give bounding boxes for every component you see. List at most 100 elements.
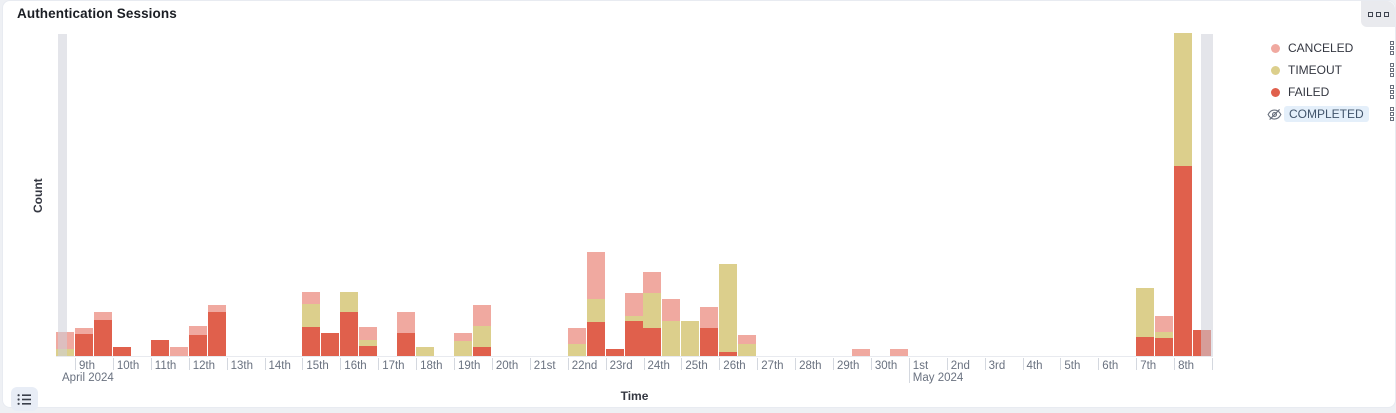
bar-segment-timeout[interactable] xyxy=(1155,332,1174,338)
bar-segment-canceled[interactable] xyxy=(359,327,378,340)
legend-actions-icon[interactable] xyxy=(1390,85,1394,99)
bar-segment-timeout[interactable] xyxy=(567,344,586,356)
axis-tick xyxy=(795,358,797,370)
x-axis-title: Time xyxy=(620,389,649,403)
bar-segment-failed[interactable] xyxy=(359,346,378,356)
bar-segment-failed[interactable] xyxy=(1155,338,1174,356)
bar-segment-timeout[interactable] xyxy=(643,293,662,328)
axis-tick xyxy=(302,358,304,370)
axis-tick-label: 5th xyxy=(1064,360,1081,372)
bar-segment-canceled[interactable] xyxy=(738,335,757,344)
bar-segment-failed[interactable] xyxy=(472,347,491,356)
bar-segment-timeout[interactable] xyxy=(416,347,435,356)
bar-segment-timeout[interactable] xyxy=(302,304,321,327)
bar-segment-failed[interactable] xyxy=(302,327,321,356)
legend-item-completed[interactable]: COMPLETED xyxy=(1267,103,1394,125)
bar-segment-timeout[interactable] xyxy=(1174,33,1193,166)
bar-segment-timeout[interactable] xyxy=(340,292,359,312)
bar-segment-timeout[interactable] xyxy=(738,344,757,356)
bar-segment-canceled[interactable] xyxy=(662,299,681,321)
axis-tick-label: 4th xyxy=(1026,360,1043,372)
legend-item-label[interactable]: FAILED xyxy=(1288,85,1330,99)
axis-tick-label: 6th xyxy=(1102,360,1119,372)
bar-segment-timeout[interactable] xyxy=(453,341,472,356)
bar-segment-canceled[interactable] xyxy=(188,326,207,335)
axis-tick xyxy=(529,358,531,370)
bar-segment-failed[interactable] xyxy=(1136,337,1155,356)
axis-tick-label: 22nd xyxy=(571,360,598,372)
bar-segment-canceled[interactable] xyxy=(851,349,870,356)
bar-segment-timeout[interactable] xyxy=(1136,288,1155,337)
bar-segment-canceled[interactable] xyxy=(207,305,226,312)
axis-tick xyxy=(340,358,342,370)
legend-actions-icon[interactable] xyxy=(1390,63,1394,77)
bar-segment-failed[interactable] xyxy=(321,333,340,356)
axis-tick-label: 9th xyxy=(79,360,95,372)
bar-segment-failed[interactable] xyxy=(207,312,226,356)
bar-segment-timeout[interactable] xyxy=(719,264,738,352)
bar-segment-failed[interactable] xyxy=(340,312,359,356)
axis-tick xyxy=(378,358,380,370)
bar-segment-failed[interactable] xyxy=(150,340,169,356)
axis-tick xyxy=(416,358,418,370)
bar-segment-timeout[interactable] xyxy=(681,321,700,356)
bar-segment-timeout[interactable] xyxy=(472,326,491,347)
legend-item-label[interactable]: TIMEOUT xyxy=(1288,63,1342,77)
bar-segment-failed[interactable] xyxy=(397,333,416,356)
bar-segment-canceled[interactable] xyxy=(624,293,643,316)
y-axis-title: Count xyxy=(31,178,45,214)
bar-segment-canceled[interactable] xyxy=(700,307,719,328)
axis-tick-label: 29th xyxy=(837,360,860,372)
bar-segment-timeout[interactable] xyxy=(359,340,378,346)
bar-segment-canceled[interactable] xyxy=(472,305,491,326)
axis-tick xyxy=(719,358,721,370)
bar-segment-canceled[interactable] xyxy=(586,252,605,299)
x-axis-ticks: 9th April 2024 10th 11th 12th 13th 14th 15th 16t… xyxy=(56,358,1213,386)
bar-segment-failed[interactable] xyxy=(93,320,112,356)
bar-segment-canceled[interactable] xyxy=(453,333,472,341)
panel-options-button[interactable] xyxy=(1361,1,1395,27)
legend-actions-icon[interactable] xyxy=(1390,107,1394,121)
axis-tick xyxy=(605,358,607,370)
axis-tick xyxy=(188,358,190,370)
legend-item-canceled[interactable]: CANCELED xyxy=(1267,37,1394,59)
bar-segment-timeout[interactable] xyxy=(662,321,681,356)
bar-segment-canceled[interactable] xyxy=(169,347,188,356)
bar-segment-canceled[interactable] xyxy=(93,312,112,320)
bar-segment-failed[interactable] xyxy=(624,321,643,356)
bar-segment-failed[interactable] xyxy=(112,347,131,356)
bar-segment-failed[interactable] xyxy=(719,352,738,356)
panel-title: Authentication Sessions xyxy=(17,6,177,21)
axis-tick xyxy=(1060,358,1062,370)
bar-segment-canceled[interactable] xyxy=(1155,316,1174,332)
bar-segment-canceled[interactable] xyxy=(302,292,321,304)
bar-segment-canceled[interactable] xyxy=(889,349,908,356)
legend-item-timeout[interactable]: TIMEOUT xyxy=(1267,59,1394,81)
legend-item-label[interactable]: CANCELED xyxy=(1288,41,1354,55)
legend-item-failed[interactable]: FAILED xyxy=(1267,81,1394,103)
axis-tick xyxy=(833,358,834,370)
axis-tick-label: 21st xyxy=(533,360,556,372)
legend-item-label[interactable]: COMPLETED xyxy=(1284,106,1369,122)
bar-segment-failed[interactable] xyxy=(188,335,207,356)
bar-segment-failed[interactable] xyxy=(605,349,624,356)
plot-area xyxy=(56,33,1213,357)
bar-segment-failed[interactable] xyxy=(700,328,719,356)
bar-segment-canceled[interactable] xyxy=(397,312,416,333)
bar-segment-failed[interactable] xyxy=(1174,166,1193,356)
axis-tick-label: 25th xyxy=(685,360,708,372)
bar-segment-timeout[interactable] xyxy=(586,299,605,322)
bar-segment-failed[interactable] xyxy=(74,334,93,356)
bar-segment-canceled[interactable] xyxy=(74,328,93,334)
legend-actions-icon[interactable] xyxy=(1390,41,1394,55)
axis-tick-label: 1st xyxy=(912,360,929,372)
bar-segment-timeout[interactable] xyxy=(624,316,643,321)
bar-segment-canceled[interactable] xyxy=(643,272,662,293)
chart-legend: CANCELED TIMEOUT FAILED COMPLETED xyxy=(1267,37,1394,125)
axis-tick xyxy=(75,358,76,370)
bar-segment-canceled[interactable] xyxy=(567,328,586,344)
bar-segment-failed[interactable] xyxy=(586,322,605,356)
bar-segment-failed[interactable] xyxy=(643,328,662,356)
axis-tick-label: 30th xyxy=(874,360,898,372)
legend-toggle-button[interactable] xyxy=(11,387,38,411)
